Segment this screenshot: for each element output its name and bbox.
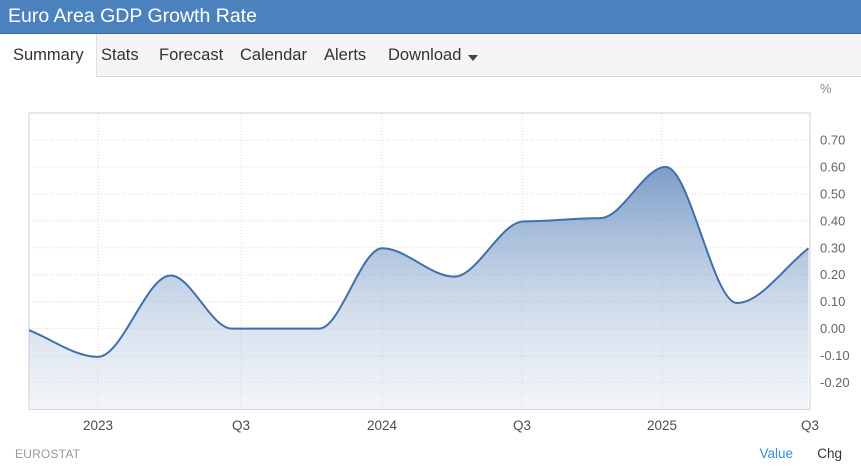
svg-text:0.50: 0.50 [820, 186, 845, 201]
svg-text:2023: 2023 [83, 418, 113, 433]
svg-text:%: % [820, 81, 832, 96]
svg-text:0.40: 0.40 [820, 213, 845, 228]
svg-text:2025: 2025 [647, 418, 677, 433]
svg-text:Q3: Q3 [801, 418, 819, 433]
svg-text:2024: 2024 [367, 418, 398, 433]
svg-text:Q3: Q3 [232, 418, 250, 433]
svg-text:-0.20: -0.20 [820, 375, 850, 390]
svg-text:0.70: 0.70 [820, 133, 845, 148]
svg-text:Q3: Q3 [513, 418, 531, 433]
svg-text:-0.10: -0.10 [820, 348, 850, 363]
svg-text:0.20: 0.20 [820, 267, 845, 282]
svg-text:0.10: 0.10 [820, 294, 845, 309]
svg-text:0.00: 0.00 [820, 321, 845, 336]
svg-text:0.30: 0.30 [820, 240, 845, 255]
svg-text:0.60: 0.60 [820, 159, 845, 174]
